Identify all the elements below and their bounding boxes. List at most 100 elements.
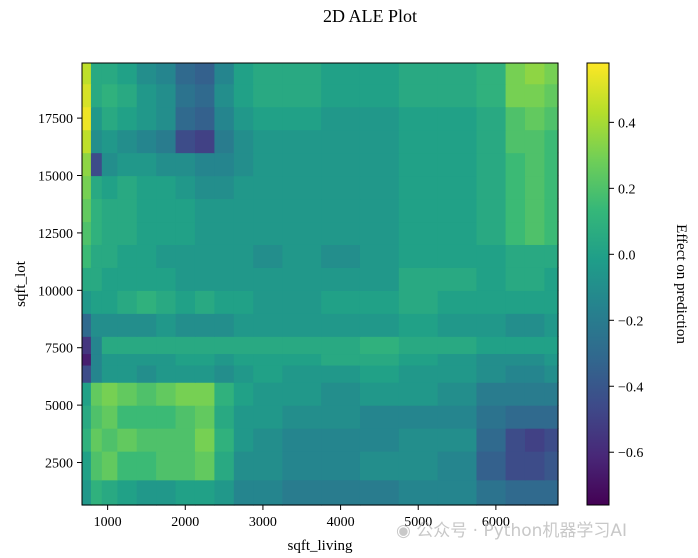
heatmap-cell <box>505 198 526 223</box>
heatmap-cell <box>175 428 196 452</box>
heatmap-cell <box>136 382 157 406</box>
heatmap-cell <box>505 175 526 200</box>
heatmap-cell <box>437 336 478 355</box>
heatmap-cell <box>214 63 235 85</box>
heatmap-cell <box>117 106 138 131</box>
heatmap-cell <box>398 479 439 506</box>
heatmap-cell <box>524 244 546 268</box>
heatmap-cell <box>194 313 215 337</box>
colorbar-tick-label: −0.4 <box>618 380 643 395</box>
watermark: ◉ 公众号 · Python机器学习AI <box>396 516 627 541</box>
heatmap-cell <box>321 83 361 108</box>
heatmap-cell <box>476 152 507 177</box>
heatmap-cell <box>544 129 559 154</box>
heatmap-cell <box>156 198 177 223</box>
heatmap-cell <box>90 428 103 452</box>
heatmap-cell <box>321 152 361 177</box>
heatmap-cell <box>82 221 92 245</box>
heatmap-cell <box>233 382 254 406</box>
heatmap-cell <box>90 152 103 177</box>
heatmap-cell <box>175 63 196 85</box>
heatmap-cell <box>321 428 361 452</box>
heatmap-cell <box>136 428 157 452</box>
heatmap-cell <box>194 244 215 268</box>
heatmap-cell <box>136 152 157 177</box>
heatmap-cell <box>505 83 526 108</box>
heatmap-cell <box>505 336 526 355</box>
heatmap-cell <box>359 63 400 85</box>
heatmap-cell <box>253 428 283 452</box>
heatmap-cell <box>505 405 526 429</box>
heatmap-cell <box>214 382 235 406</box>
heatmap-cell <box>233 290 254 314</box>
heatmap-cell <box>156 152 177 177</box>
heatmap-cell <box>505 313 526 337</box>
heatmap-cell <box>524 405 546 429</box>
heatmap-cell <box>82 129 92 154</box>
heatmap-cell <box>90 63 103 85</box>
heatmap-cell <box>359 244 400 268</box>
heatmap-cell <box>321 244 361 268</box>
heatmap-cell <box>101 198 118 223</box>
heatmap-cell <box>321 221 361 245</box>
heatmap-cell <box>253 221 283 245</box>
colorbar <box>587 63 609 505</box>
heatmap-cell <box>136 364 157 383</box>
heatmap-cell <box>156 83 177 108</box>
heatmap-cell <box>282 428 322 452</box>
heatmap-cell <box>282 267 322 291</box>
heatmap-cell <box>136 198 157 223</box>
heatmap-cell <box>505 382 526 406</box>
heatmap-cell <box>156 353 177 366</box>
heatmap-cell <box>194 63 215 85</box>
heatmap-cell <box>90 353 103 366</box>
heatmap-cell <box>90 244 103 268</box>
heatmap-cell <box>253 267 283 291</box>
heatmap-cell <box>101 129 118 154</box>
heatmap-cell <box>136 106 157 131</box>
heatmap-cell <box>117 267 138 291</box>
heatmap-cell <box>476 353 507 366</box>
heatmap-cell <box>136 353 157 366</box>
heatmap-cell <box>253 83 283 108</box>
heatmap-cell <box>214 451 235 481</box>
heatmap-cell <box>253 364 283 383</box>
heatmap-cell <box>321 353 361 366</box>
heatmap-cell <box>233 63 254 85</box>
heatmap-cell <box>156 428 177 452</box>
heatmap-cell <box>156 364 177 383</box>
heatmap-cell <box>175 83 196 108</box>
heatmap-cell <box>253 313 283 337</box>
y-tick-label: 5000 <box>45 399 73 414</box>
heatmap-cell <box>505 267 526 291</box>
heatmap-cell <box>437 353 478 366</box>
heatmap-cell <box>253 451 283 481</box>
heatmap-cell <box>156 479 177 506</box>
heatmap-cell <box>476 405 507 429</box>
heatmap-cell <box>117 152 138 177</box>
heatmap-cell <box>476 267 507 291</box>
heatmap-cell <box>544 244 559 268</box>
heatmap-cell <box>136 479 157 506</box>
heatmap-cell <box>359 336 400 355</box>
heatmap-cell <box>214 313 235 337</box>
heatmap-cell <box>282 244 322 268</box>
heatmap-cell <box>233 221 254 245</box>
heatmap-cell <box>156 405 177 429</box>
heatmap-cell <box>359 382 400 406</box>
heatmap-cell <box>194 336 215 355</box>
heatmap-cell <box>175 336 196 355</box>
heatmap-cell <box>82 244 92 268</box>
heatmap-cell <box>359 152 400 177</box>
heatmap-cell <box>101 353 118 366</box>
heatmap-cell <box>321 405 361 429</box>
heatmap-cell <box>214 175 235 200</box>
colorbar-tick-label: 0.2 <box>618 182 636 197</box>
heatmap-cell <box>175 313 196 337</box>
heatmap-cell <box>253 152 283 177</box>
heatmap-cell <box>476 221 507 245</box>
heatmap-cell <box>544 175 559 200</box>
heatmap-cell <box>233 106 254 131</box>
heatmap-cell <box>175 405 196 429</box>
